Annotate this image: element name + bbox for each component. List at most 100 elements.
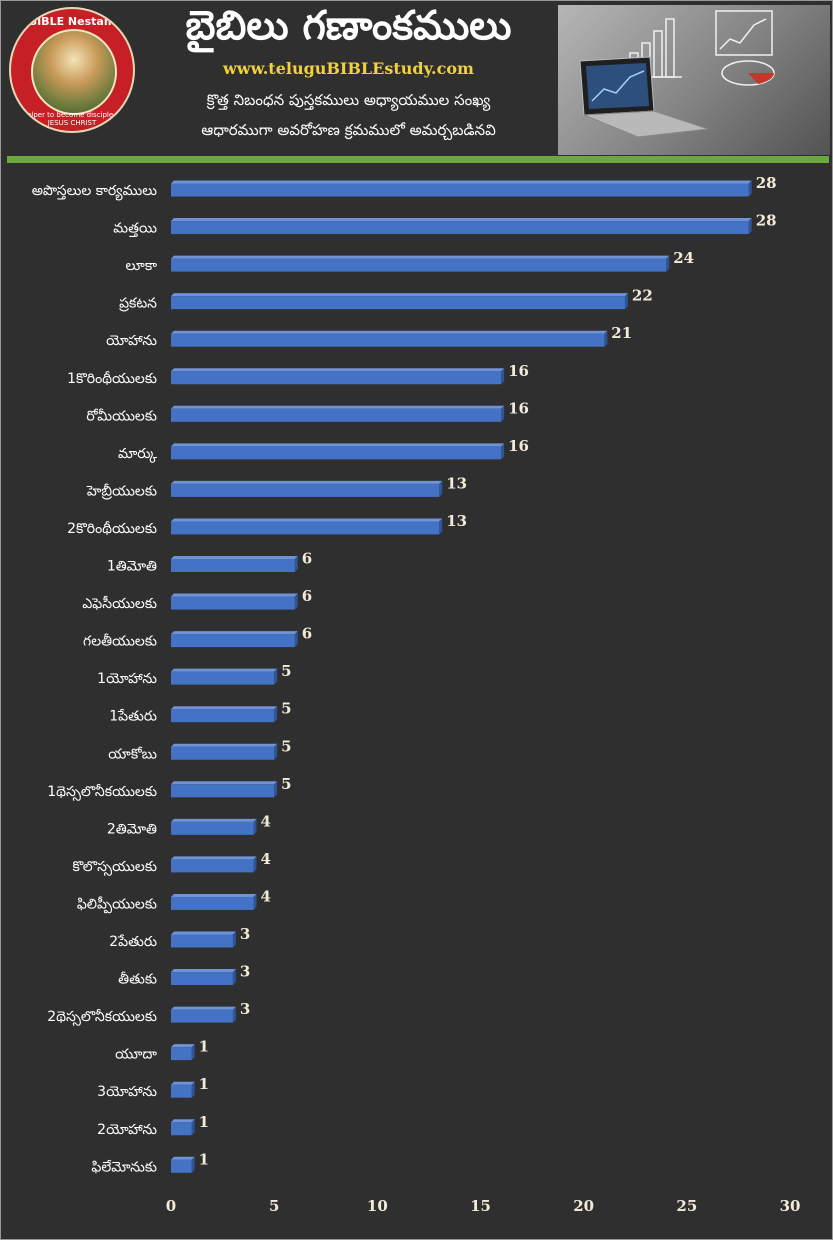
bar-group: 2తిమోతి 4 [107,812,271,837]
bar-side-face [439,518,443,535]
bar-side-face [232,931,236,948]
category-label: 2కొరింథీయులకు [67,521,157,537]
bar-side-face [439,480,443,497]
bar-top-face [171,593,298,597]
bar [171,784,275,798]
bar-side-face [294,593,298,610]
x-tick-label: 30 [780,1197,801,1215]
bar-side-face [191,1156,195,1173]
value-label: 1 [199,1038,209,1056]
category-label: గలతీయులకు [83,634,157,650]
bar-side-face [232,1006,236,1023]
bar-group: కొలొస్సయులకు 4 [72,850,271,876]
category-label: 1యోహాను [97,671,157,687]
bar-side-face [294,556,298,572]
bar-side-face [191,1044,195,1061]
bar [171,221,749,235]
bar-top-face [171,330,608,334]
value-label: 5 [281,700,291,718]
bar [171,634,295,648]
value-label: 13 [446,512,467,530]
bar [171,859,254,873]
x-tick-label: 5 [269,1197,279,1215]
bar-top-face [171,1081,195,1085]
bar-top-face [171,443,505,447]
bar-top-face [171,405,505,409]
bar [171,1047,192,1061]
bar [171,596,295,610]
logo-subtitle: Helper to become disciple of JESUS CHRIS… [21,111,123,127]
bar-side-face [253,818,257,835]
bar [171,1084,192,1098]
bar-side-face [274,668,278,685]
category-label: యోహాను [106,333,157,349]
value-label: 6 [302,550,312,568]
value-label: 4 [261,887,271,905]
bar-side-face [501,443,505,460]
bar [171,371,502,385]
bar [171,521,440,535]
value-label: 1 [199,1150,209,1168]
category-label: 1పేతురు [109,709,157,725]
bar-top-face [171,480,443,484]
bar-side-face [294,631,298,648]
category-label: 1థెస్సలొనీకయులకు [47,784,157,801]
x-axis: 0 5 10 15 20 25 30 [166,1197,801,1215]
bar-group: యోహాను 21 [106,324,632,349]
bar-side-face [274,781,278,798]
bar-top-face [171,1156,195,1160]
value-label: 6 [302,587,312,605]
value-label: 28 [756,174,777,192]
bar-group: రోమీయులకు 16 [86,399,529,424]
bar-group: 1థెస్సలొనీకయులకు 5 [47,775,291,801]
bar-side-face [604,330,608,347]
page-title: బైబిలు గణాంకములు [185,3,512,49]
value-label: 16 [508,362,529,380]
bar-top-face [171,893,257,897]
bar-top-face [171,556,298,559]
bible-nestam-logo: BIBLE Nestam Helper to become disciple o… [9,7,135,133]
bar-group: 1తిమోతి 6 [107,550,312,575]
bar [171,333,605,347]
bar-group: 2పేతురు 3 [109,925,250,950]
bar [171,559,295,572]
value-label: 16 [508,437,529,455]
bars-layer: అపొస్తలుల కార్యములు 28 మత్తయి 28 లూకా 24 ప్రకట… [32,174,777,1175]
category-label: 2తిమోతి [107,821,157,837]
bar [171,972,233,986]
bar-top-face [171,743,278,747]
value-label: 4 [261,812,271,830]
x-tick-label: 20 [573,1197,594,1215]
value-label: 1 [199,1075,209,1093]
value-label: 28 [756,212,777,230]
website-link[interactable]: www.teluguBIBLEstudy.com [223,59,474,78]
bar-group: 2థెస్సలొనీకయులకు 3 [47,1000,250,1026]
subtitle-line-2: ఆధారముగా అవరోహణ క్రమములో అమర్చబడినవి [201,121,496,139]
bar-side-face [666,255,670,272]
value-label: 3 [240,963,250,981]
bar-group: తీతుకు 3 [118,963,250,988]
value-label: 13 [446,474,467,492]
bar-group: 3యోహాను 1 [97,1075,209,1100]
bar-top-face [171,781,278,785]
bar-top-face [171,931,236,935]
bar-group: ఫిలేమోనుకు 1 [91,1150,209,1175]
bar-top-face [171,293,628,297]
category-label: తీతుకు [118,972,157,988]
bar-top-face [171,818,257,822]
value-label: 21 [611,324,632,342]
bar-group: అపొస్తలుల కార్యములు 28 [32,174,777,201]
bar-top-face [171,969,236,973]
category-label: రోమీయులకు [86,408,157,424]
bar [171,1159,192,1173]
bar-top-face [171,218,752,222]
value-label: 5 [281,662,291,680]
bar-side-face [274,706,278,723]
bar-group: 1యోహాను 5 [97,662,291,687]
bar-group: యూదా 1 [115,1038,209,1063]
category-label: 2థెస్సలొనీకయులకు [47,1009,157,1026]
bar [171,746,275,760]
value-label: 22 [632,287,653,305]
logo-title: BIBLE Nestam [28,15,116,28]
chapters-bar-chart: అపొస్తలుల కార్యములు 28 మత్తయి 28 లూకా 24 ప్రకట… [32,174,801,1215]
